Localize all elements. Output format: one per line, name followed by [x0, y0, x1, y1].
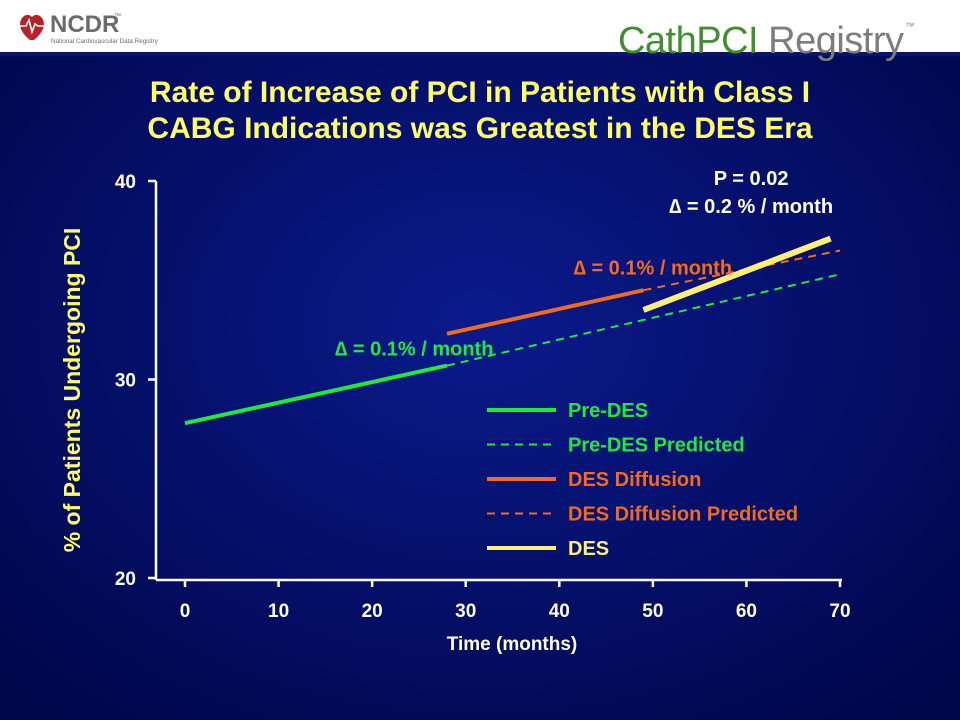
legend-item: DES: [487, 538, 609, 560]
header-bar: NCDR ™ National Cardiovascular Data Regi…: [0, 0, 960, 62]
chart-annotations: ∆ = 0.1% / month ∆ = 0.1% / month P = 0.02…: [335, 168, 833, 361]
logo-tm-text: ™: [905, 21, 915, 31]
legend-item: Pre-DES: [487, 400, 648, 422]
legend-label: DES Diffusion Predicted: [568, 504, 798, 526]
slide-title-line-2: CABG Indications was Greatest in the DES…: [147, 112, 813, 145]
slide-title-line-1: Rate of Increase of PCI in Patients with…: [149, 76, 811, 109]
series-line-des-diffusion: [446, 288, 644, 336]
legend-item: Pre-DES Predicted: [487, 435, 745, 457]
legend-label: Pre-DES Predicted: [568, 435, 745, 457]
logo-registry-text: Registry: [758, 20, 904, 62]
ncdr-logo-tagline: National Cardiovascular Data Registry: [51, 38, 159, 45]
series-line-des: [642, 235, 832, 313]
series-line-pre-des-predicted: [446, 273, 841, 367]
chart-annotation: ∆ = 0.2 % / month: [669, 196, 833, 218]
x-tick-label: 0: [180, 601, 191, 622]
legend-item: DES Diffusion Predicted: [487, 504, 798, 526]
chart-axes: 20 30 40 0 10 20 30 40 50 60 70 Time (months) % of P…: [59, 172, 851, 655]
chart-series: [184, 235, 841, 426]
legend-item: DES Diffusion: [487, 469, 701, 491]
slide-title: Rate of Increase of PCI in Patients with…: [30, 75, 930, 147]
x-axis-title: Time (months): [447, 634, 578, 655]
heart-pulse-icon: [20, 14, 44, 40]
x-tick-label: 70: [829, 601, 850, 622]
chart-annotation: ∆ = 0.1% / month: [574, 257, 732, 279]
x-tick-label: 20: [362, 601, 383, 622]
cathpci-registry-logo: CathPCI Registry ™: [618, 5, 915, 62]
x-tick-label: 40: [549, 601, 570, 622]
ncdr-logo-tm: ™: [114, 13, 121, 20]
ncdr-logo: NCDR ™ National Cardiovascular Data Regi…: [16, 4, 178, 48]
legend-label: Pre-DES: [568, 400, 648, 422]
y-axis-title: % of Patients Undergoing PCI: [59, 228, 85, 553]
chart-annotation: ∆ = 0.1% / month: [335, 339, 493, 361]
x-tick-label: 10: [268, 601, 289, 622]
x-tick-label: 30: [455, 601, 476, 622]
legend-label: DES: [568, 538, 609, 560]
ncdr-logo-name: NCDR: [50, 11, 119, 38]
y-tick-label: 20: [115, 569, 136, 590]
x-tick-label: 60: [736, 601, 757, 622]
legend-label: DES Diffusion: [568, 469, 701, 491]
logo-cathpci-text: CathPCI: [617, 20, 759, 62]
y-tick-label: 40: [115, 172, 136, 193]
series-line-pre-des: [184, 363, 448, 426]
chart-annotation: P = 0.02: [714, 168, 789, 190]
y-tick-label: 30: [115, 371, 136, 392]
x-tick-label: 50: [642, 601, 663, 622]
chart-legend: Pre-DES Pre-DES Predicted DES Diffusion DES…: [487, 400, 798, 560]
